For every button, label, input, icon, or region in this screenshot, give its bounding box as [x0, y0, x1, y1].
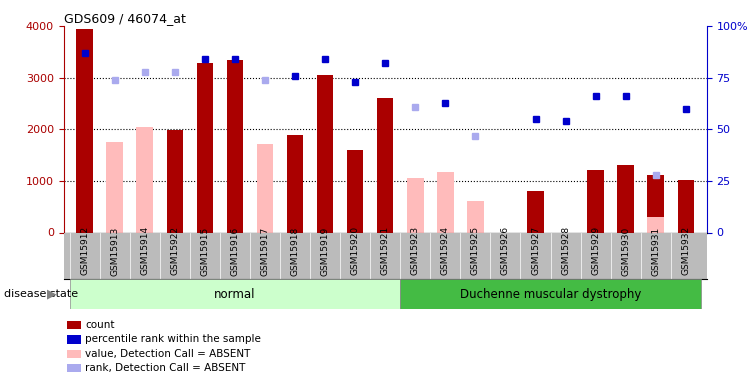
Bar	[257, 144, 273, 232]
Text: rank, Detection Call = ABSENT: rank, Detection Call = ABSENT	[85, 363, 245, 373]
Bar	[437, 172, 453, 232]
Text: GDS609 / 46074_at: GDS609 / 46074_at	[64, 12, 186, 25]
Bar	[197, 63, 213, 232]
Bar	[648, 175, 664, 232]
Text: Duchenne muscular dystrophy: Duchenne muscular dystrophy	[460, 288, 641, 301]
Bar	[347, 150, 364, 232]
Text: ▶: ▶	[46, 288, 56, 301]
Bar	[527, 191, 544, 232]
Text: count: count	[85, 320, 114, 330]
Bar	[400, 279, 701, 309]
Bar	[377, 99, 393, 232]
Bar	[407, 178, 423, 232]
Text: disease state: disease state	[4, 290, 78, 299]
Bar	[76, 29, 93, 233]
Bar	[167, 130, 183, 232]
Bar	[317, 75, 334, 232]
Bar	[617, 165, 634, 232]
Bar	[227, 60, 243, 232]
Bar	[648, 216, 664, 232]
Bar	[587, 170, 604, 232]
Bar	[70, 279, 400, 309]
Bar	[678, 180, 694, 232]
Bar	[286, 135, 303, 232]
Text: normal: normal	[214, 288, 256, 301]
Bar	[136, 127, 153, 232]
Text: value, Detection Call = ABSENT: value, Detection Call = ABSENT	[85, 349, 251, 358]
Text: percentile rank within the sample: percentile rank within the sample	[85, 334, 261, 344]
Bar	[468, 201, 484, 232]
Bar	[106, 142, 123, 232]
